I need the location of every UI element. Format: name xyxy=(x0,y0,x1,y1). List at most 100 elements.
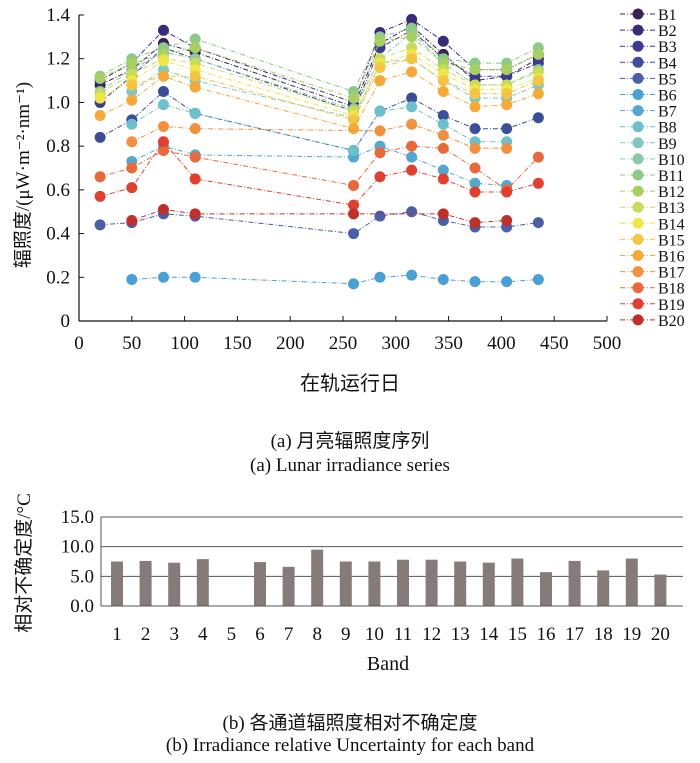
data-point xyxy=(437,129,449,141)
legend-marker xyxy=(632,153,644,165)
data-point xyxy=(126,182,138,194)
data-point xyxy=(406,206,418,218)
data-point xyxy=(437,110,449,122)
legend-label: B5 xyxy=(658,71,677,88)
data-point xyxy=(126,79,138,91)
legend-entry-b2: B2 xyxy=(620,23,677,40)
y-tick-label: 5.0 xyxy=(70,566,94,587)
legend-entry-b9: B9 xyxy=(620,136,677,153)
data-point xyxy=(348,145,360,157)
data-point xyxy=(126,162,138,174)
x-tick-label: 400 xyxy=(487,333,516,354)
legend-label: B6 xyxy=(658,88,677,105)
data-point xyxy=(406,31,418,43)
series-line-b12 xyxy=(99,36,539,99)
legend-label: B1 xyxy=(658,7,677,24)
bar-band-4 xyxy=(196,559,209,606)
legend-label: B2 xyxy=(658,23,677,40)
y-tick-label: 1.2 xyxy=(46,49,70,70)
data-point xyxy=(469,186,481,198)
band-axis-label: Band xyxy=(367,653,409,675)
series-b17 xyxy=(126,118,513,154)
data-point xyxy=(157,86,169,97)
legend-marker xyxy=(632,72,644,84)
legend-entry-b19: B19 xyxy=(620,297,685,314)
bar-band-12 xyxy=(425,559,438,606)
data-point xyxy=(501,99,513,111)
x-tick-label: 100 xyxy=(170,333,199,354)
legend-entry-b14: B14 xyxy=(620,216,685,233)
data-point xyxy=(126,94,138,106)
legend-label: B17 xyxy=(658,265,685,282)
x-tick-label: 250 xyxy=(329,333,358,354)
bar-band-16 xyxy=(539,572,552,606)
series-line-b17 xyxy=(131,123,507,149)
data-point xyxy=(94,190,106,202)
bar-band-1 xyxy=(111,561,123,606)
data-point xyxy=(189,173,201,185)
data-point xyxy=(501,186,513,198)
data-point xyxy=(94,92,106,104)
band-tick-label: 20 xyxy=(651,624,670,645)
data-point xyxy=(189,81,201,93)
y-tick-label: 1.4 xyxy=(46,5,70,26)
data-point xyxy=(374,271,386,283)
series-b8 xyxy=(126,99,513,157)
band-tick-label: 7 xyxy=(284,624,294,645)
y-tick-label: 15.0 xyxy=(61,507,94,528)
data-point xyxy=(157,24,169,36)
legend-entry-b3: B3 xyxy=(620,39,677,56)
series-b20 xyxy=(126,204,513,229)
legend-label: B18 xyxy=(658,281,685,298)
data-point xyxy=(348,114,360,126)
data-point xyxy=(406,22,418,34)
data-point xyxy=(374,35,386,47)
legend-label: B4 xyxy=(658,55,677,72)
x-tick-label: 50 xyxy=(122,333,141,354)
legend-marker xyxy=(632,137,644,149)
data-point xyxy=(532,88,544,100)
legend-marker xyxy=(632,217,644,229)
data-point xyxy=(532,75,544,87)
data-point xyxy=(374,171,386,183)
data-point xyxy=(469,276,481,288)
band-tick-label: 2 xyxy=(141,624,151,645)
bar-band-6 xyxy=(253,562,266,606)
legend-label: B9 xyxy=(658,136,677,153)
bar-band-14 xyxy=(482,562,495,606)
series-line-b15 xyxy=(131,58,539,121)
bar-band-8 xyxy=(311,549,324,606)
data-point xyxy=(189,107,201,119)
data-point xyxy=(532,151,544,163)
data-point xyxy=(348,228,360,240)
data-point xyxy=(348,179,360,191)
data-point xyxy=(94,219,106,231)
data-point xyxy=(157,99,169,111)
series-b12 xyxy=(94,31,544,104)
legend-entry-b8: B8 xyxy=(620,120,677,137)
legend-marker xyxy=(632,233,644,245)
data-point xyxy=(157,271,169,283)
data-point xyxy=(406,118,418,130)
x-tick-label: 300 xyxy=(382,333,411,354)
legend-marker xyxy=(632,8,644,20)
x-axis-label: 在轨运行日 xyxy=(300,372,400,395)
series-line-b6 xyxy=(131,274,539,285)
data-point xyxy=(348,92,360,104)
bar-band-15 xyxy=(511,558,524,606)
band-tick-label: 8 xyxy=(312,624,322,645)
legend-marker xyxy=(632,201,644,213)
caption-a-chinese: (a) 月亮辐照度序列 xyxy=(270,431,430,452)
band-tick-label: 15 xyxy=(508,624,527,645)
band-tick-label: 10 xyxy=(365,624,384,645)
legend-entry-b12: B12 xyxy=(620,184,685,201)
band-tick-label: 18 xyxy=(594,624,613,645)
bar-band-3 xyxy=(168,562,181,606)
band-tick-label: 14 xyxy=(479,624,499,645)
x-tick-label: 500 xyxy=(593,333,622,354)
band-tick-label: 9 xyxy=(341,624,351,645)
data-point xyxy=(437,75,449,87)
data-point xyxy=(189,33,201,45)
data-point xyxy=(406,101,418,113)
band-tick-label: 17 xyxy=(565,624,584,645)
